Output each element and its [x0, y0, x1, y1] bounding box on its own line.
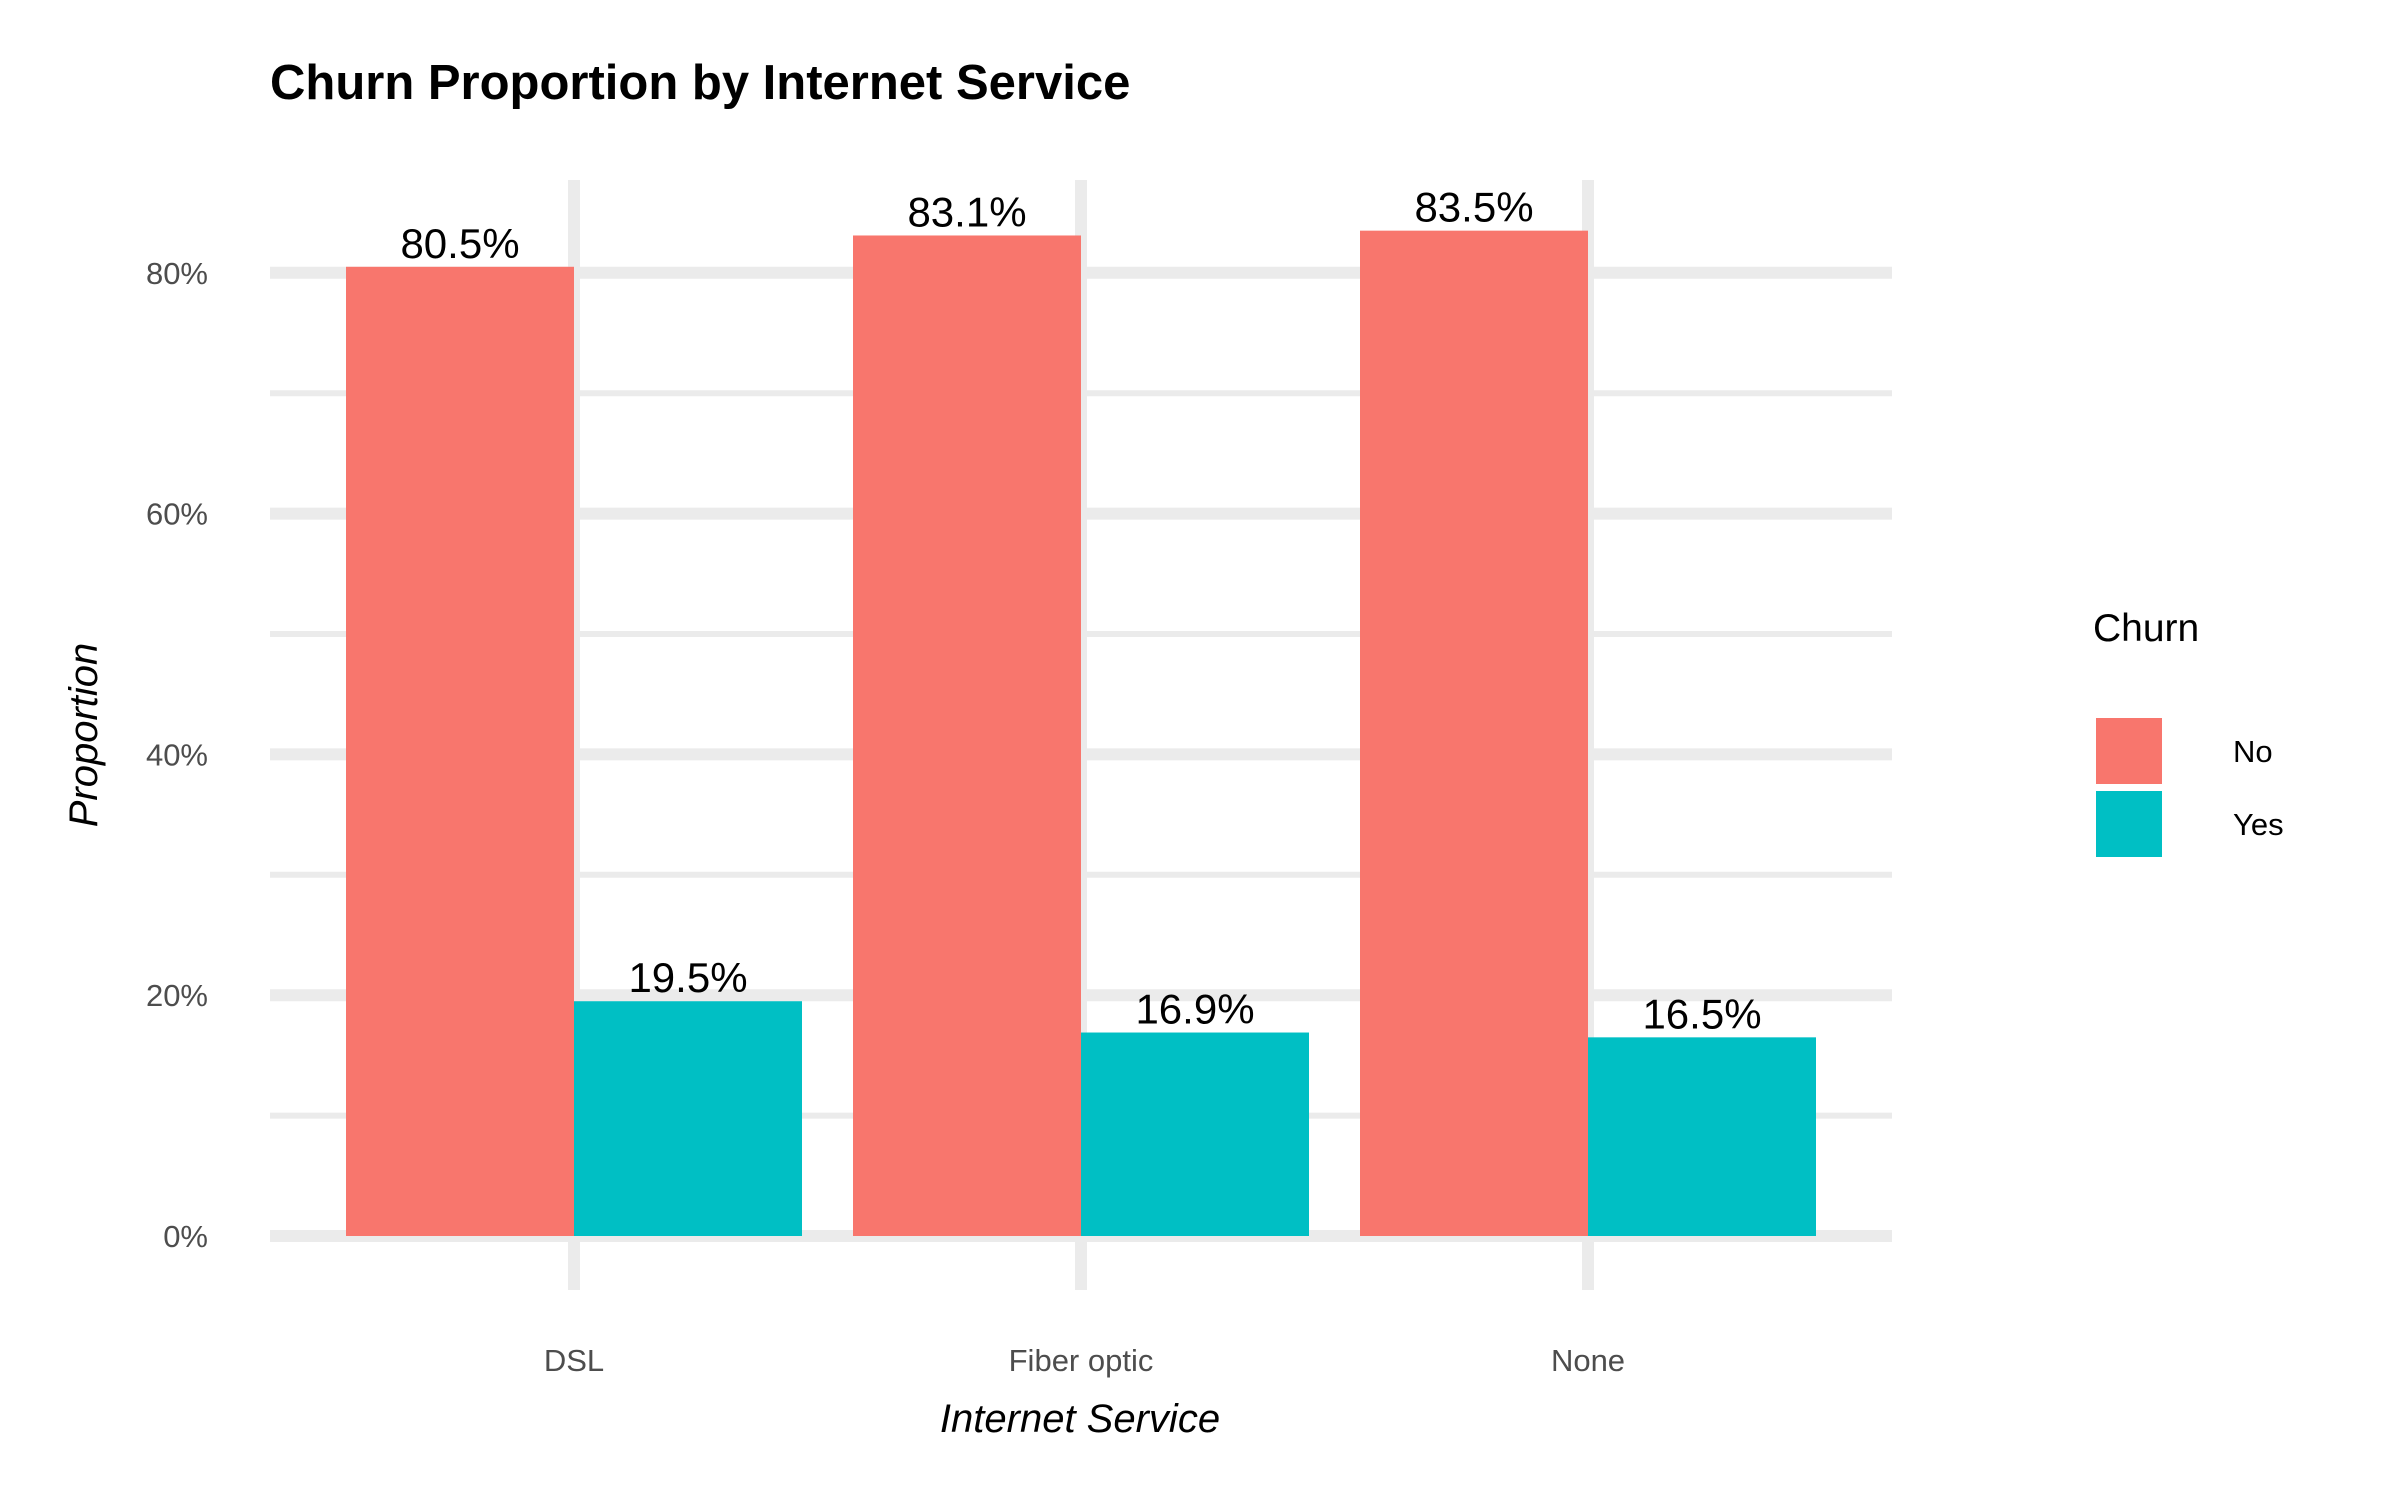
- y-tick-label: 0%: [163, 1219, 208, 1254]
- y-axis-ticks: 0% 20% 40% 60% 80%: [146, 256, 208, 1254]
- legend-title: Churn: [2093, 607, 2199, 650]
- bar: [1360, 230, 1588, 1236]
- bar-data-label: 83.5%: [1414, 184, 1533, 231]
- bar-data-label: 16.5%: [1642, 990, 1761, 1037]
- bar-data-label: 19.5%: [628, 954, 747, 1001]
- legend: Churn No Yes: [2093, 607, 2284, 857]
- legend-label: Yes: [2233, 807, 2284, 842]
- y-tick-label: 60%: [146, 497, 208, 532]
- data-labels: 80.5% 19.5% 83.1% 16.9% 83.5% 16.5%: [400, 184, 1761, 1038]
- bar-data-label: 16.9%: [1135, 986, 1254, 1033]
- legend-key: [2096, 718, 2162, 784]
- bar: [853, 235, 1081, 1236]
- bars: [346, 230, 1816, 1236]
- legend-items: No Yes: [2096, 718, 2284, 857]
- chart-title: Churn Proportion by Internet Service: [270, 56, 1130, 110]
- x-tick-label: Fiber optic: [1009, 1343, 1154, 1378]
- y-tick-label: 20%: [146, 978, 208, 1013]
- bar-data-label: 80.5%: [400, 220, 519, 267]
- legend-key: [2096, 791, 2162, 857]
- x-axis-ticks: DSL Fiber optic None: [544, 1343, 1625, 1378]
- legend-label: No: [2233, 734, 2273, 769]
- bar: [1081, 1032, 1309, 1236]
- bar: [574, 1001, 802, 1236]
- bar-data-label: 83.1%: [907, 188, 1026, 235]
- y-tick-label: 40%: [146, 737, 208, 772]
- x-tick-label: DSL: [544, 1343, 604, 1378]
- bar: [346, 266, 574, 1236]
- x-axis-title: Internet Service: [940, 1397, 1220, 1441]
- bar: [1588, 1037, 1816, 1236]
- y-tick-label: 80%: [146, 256, 208, 291]
- y-axis-title: Proportion: [62, 643, 106, 828]
- x-tick-label: None: [1551, 1343, 1625, 1378]
